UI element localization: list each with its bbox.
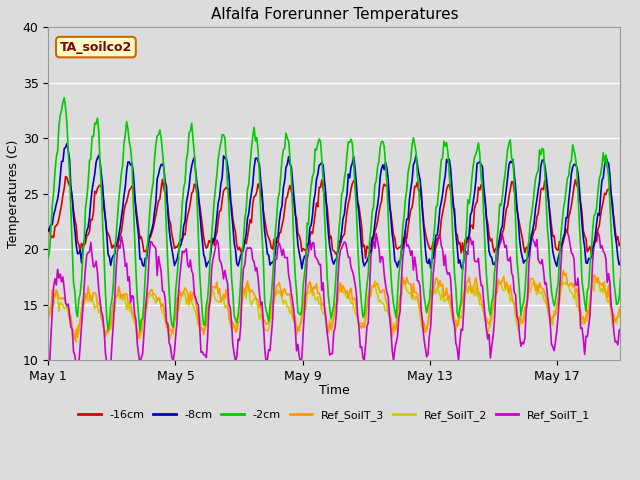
Legend: -16cm, -8cm, -2cm, Ref_SoilT_3, Ref_SoilT_2, Ref_SoilT_1: -16cm, -8cm, -2cm, Ref_SoilT_3, Ref_Soil… (74, 406, 595, 425)
Y-axis label: Temperatures (C): Temperatures (C) (7, 140, 20, 248)
X-axis label: Time: Time (319, 384, 350, 397)
Text: TA_soilco2: TA_soilco2 (60, 41, 132, 54)
Title: Alfalfa Forerunner Temperatures: Alfalfa Forerunner Temperatures (211, 7, 458, 22)
